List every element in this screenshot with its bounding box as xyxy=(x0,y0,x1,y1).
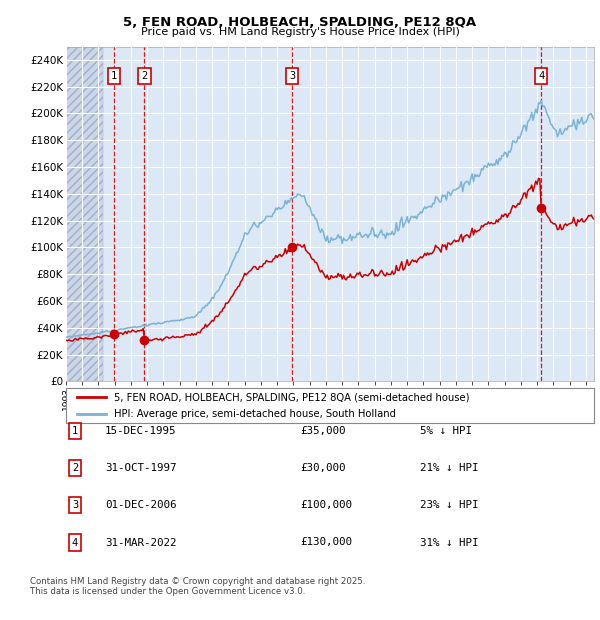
Text: 5, FEN ROAD, HOLBEACH, SPALDING, PE12 8QA (semi-detached house): 5, FEN ROAD, HOLBEACH, SPALDING, PE12 8Q… xyxy=(113,392,469,402)
Text: £35,000: £35,000 xyxy=(300,426,346,436)
Text: 1: 1 xyxy=(72,426,78,436)
Text: 4: 4 xyxy=(72,538,78,547)
Text: 4: 4 xyxy=(538,71,544,81)
Text: 1: 1 xyxy=(111,71,117,81)
Text: 5, FEN ROAD, HOLBEACH, SPALDING, PE12 8QA: 5, FEN ROAD, HOLBEACH, SPALDING, PE12 8Q… xyxy=(124,16,476,29)
Text: 31% ↓ HPI: 31% ↓ HPI xyxy=(420,538,479,547)
Text: Contains HM Land Registry data © Crown copyright and database right 2025.: Contains HM Land Registry data © Crown c… xyxy=(30,577,365,586)
Text: 15-DEC-1995: 15-DEC-1995 xyxy=(105,426,176,436)
Text: This data is licensed under the Open Government Licence v3.0.: This data is licensed under the Open Gov… xyxy=(30,587,305,596)
Text: 5% ↓ HPI: 5% ↓ HPI xyxy=(420,426,472,436)
Bar xyxy=(66,46,103,381)
Bar xyxy=(66,46,103,381)
Text: 3: 3 xyxy=(72,500,78,510)
Text: HPI: Average price, semi-detached house, South Holland: HPI: Average price, semi-detached house,… xyxy=(113,409,395,419)
Text: Price paid vs. HM Land Registry's House Price Index (HPI): Price paid vs. HM Land Registry's House … xyxy=(140,27,460,37)
Text: £30,000: £30,000 xyxy=(300,463,346,473)
Text: 2: 2 xyxy=(72,463,78,473)
Text: 23% ↓ HPI: 23% ↓ HPI xyxy=(420,500,479,510)
Text: £100,000: £100,000 xyxy=(300,500,352,510)
Text: 2: 2 xyxy=(142,71,148,81)
Text: £130,000: £130,000 xyxy=(300,538,352,547)
Text: 3: 3 xyxy=(289,71,295,81)
Text: 01-DEC-2006: 01-DEC-2006 xyxy=(105,500,176,510)
Text: 21% ↓ HPI: 21% ↓ HPI xyxy=(420,463,479,473)
Text: 31-OCT-1997: 31-OCT-1997 xyxy=(105,463,176,473)
Text: 31-MAR-2022: 31-MAR-2022 xyxy=(105,538,176,547)
